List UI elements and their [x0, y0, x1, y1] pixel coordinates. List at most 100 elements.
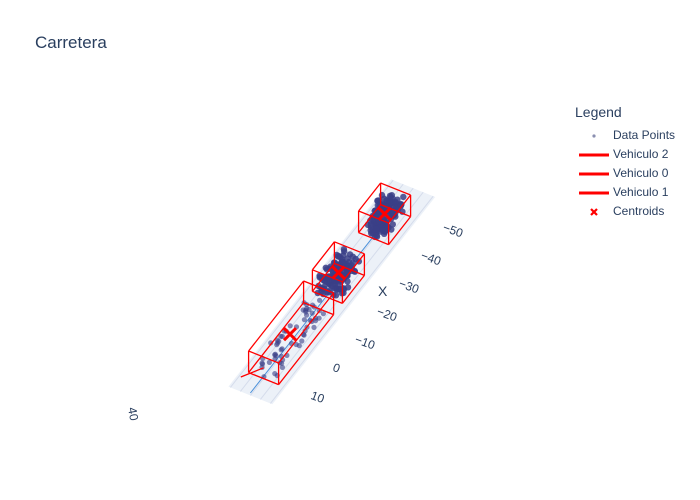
data-point — [374, 197, 381, 205]
data-point — [344, 269, 352, 277]
vehicle-box-edge — [248, 371, 279, 386]
data-point — [344, 255, 351, 262]
vehicle-box-edge — [341, 274, 365, 304]
vehicle-box-edge — [380, 182, 411, 196]
legend-title: Legend — [575, 104, 622, 120]
x-tick-label: −10 — [353, 332, 377, 352]
legend-label: Vehiculo 0 — [613, 166, 669, 180]
vehicle-box-edge — [248, 302, 305, 374]
vehicle-box-edge — [388, 216, 412, 246]
legend-swatch — [579, 153, 609, 157]
data-point — [296, 343, 302, 349]
vehicle-box-edge — [248, 280, 305, 352]
centroid-marker — [377, 206, 392, 221]
legend-label: Data Points — [613, 128, 676, 142]
vehicle-box-edge — [312, 269, 343, 283]
data-point — [304, 306, 310, 312]
vehicle-box-edge — [358, 210, 389, 224]
data-point — [274, 337, 280, 343]
vehicle-box-edge — [358, 182, 382, 212]
vehicle-box-edge — [358, 231, 389, 246]
legend: Legend Data Points Vehiculo 2 Vehiculo 0 Ve… — [575, 104, 675, 221]
x-axis-title: X — [378, 283, 388, 299]
data-point — [332, 285, 339, 292]
data-point — [372, 225, 380, 233]
vehicle-box-edge — [334, 262, 365, 277]
x-tick-label: −30 — [397, 276, 421, 296]
data-point — [322, 264, 329, 271]
legend-swatch — [592, 134, 596, 138]
data-point — [374, 210, 382, 218]
legend-item[interactable]: Vehiculo 1 — [575, 183, 675, 202]
data-point — [373, 232, 380, 239]
data-point — [287, 323, 293, 329]
vehicle-box-edge — [312, 290, 343, 305]
vehicle-box-edge — [303, 301, 334, 316]
partial-tick-label: 40 — [125, 406, 141, 422]
data-point — [400, 193, 407, 201]
legend-dot-icon — [592, 134, 596, 138]
vehicle-boxes — [240, 182, 412, 386]
legend-swatch — [579, 172, 609, 176]
data-point — [339, 259, 347, 266]
legend-x-icon — [590, 208, 598, 216]
data-point — [268, 340, 274, 346]
data-point — [279, 360, 285, 366]
vehicle-box-edge — [278, 292, 335, 364]
data-point — [382, 227, 389, 234]
vehicle-box-edge — [388, 194, 412, 224]
vehicle-box-edge — [380, 203, 411, 218]
data-point — [279, 364, 285, 370]
data-point — [386, 197, 393, 204]
data-point — [311, 324, 317, 330]
vehicle-box-edge — [358, 204, 382, 234]
grid-line — [270, 195, 434, 404]
x-tick-label: 10 — [309, 388, 327, 406]
data-point — [341, 248, 348, 255]
x-tick-label: 0 — [331, 360, 342, 376]
legend-item[interactable]: Vehiculo 0 — [575, 164, 675, 183]
vehicle-box-edge — [311, 241, 335, 271]
data-point — [299, 338, 305, 344]
vehicle-box-edge — [334, 241, 365, 255]
legend-swatch — [579, 191, 609, 195]
vehicle-heading-line — [240, 367, 264, 378]
data-point — [397, 201, 405, 209]
data-point — [272, 371, 278, 377]
data-point — [378, 191, 386, 199]
chart-title: Carretera — [35, 33, 107, 52]
data-point — [273, 353, 279, 359]
data-point — [332, 292, 340, 299]
data-point — [279, 333, 285, 339]
vehicle-box-edge — [278, 314, 335, 386]
data-point — [352, 255, 359, 263]
data-point — [279, 346, 285, 352]
legend-item[interactable]: Data Points — [575, 126, 675, 145]
legend-label: Vehiculo 2 — [613, 147, 669, 161]
legend-item[interactable]: Vehiculo 2 — [575, 145, 675, 164]
data-point — [302, 328, 308, 334]
legend-label: Centroids — [613, 204, 665, 218]
centroid-marker — [331, 265, 346, 280]
data-point — [392, 198, 399, 205]
legend-item[interactable]: Centroids — [575, 202, 675, 221]
x-tick-label: −20 — [375, 304, 399, 324]
data-point — [301, 317, 307, 323]
legend-label: Vehiculo 1 — [613, 185, 669, 199]
data-point — [317, 297, 323, 303]
data-point — [334, 253, 342, 260]
x-axis-ticks: 100 −10 −20 −30 −40 −50 — [309, 220, 465, 406]
data-point — [320, 311, 326, 317]
data-point — [318, 288, 325, 295]
data-point — [389, 221, 396, 228]
vehicle-box-edge — [311, 262, 335, 292]
centroid-markers — [282, 206, 392, 342]
legend-swatch — [590, 208, 598, 216]
x-tick-label: −40 — [419, 248, 443, 268]
vehicle-box-edge — [341, 253, 365, 283]
data-point — [309, 310, 315, 316]
vehicle-box-edge — [303, 280, 334, 294]
x-tick-label: −50 — [441, 220, 465, 240]
